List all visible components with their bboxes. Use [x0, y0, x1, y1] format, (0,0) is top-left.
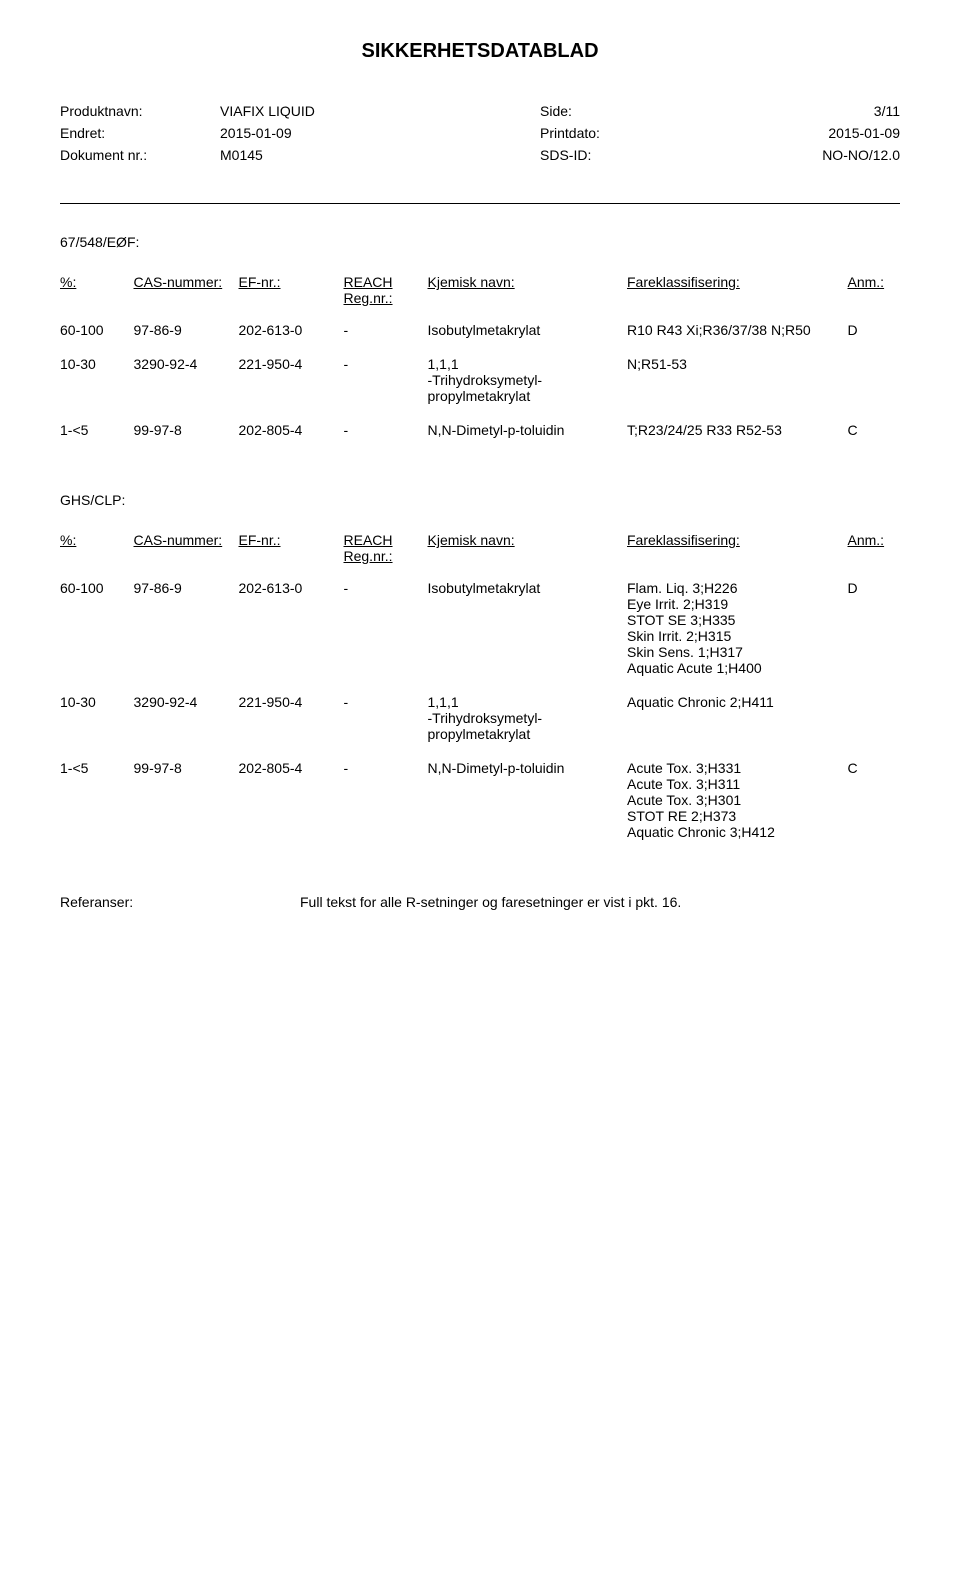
cell-ef: 202-613-0 — [239, 318, 344, 352]
table-row: 60-10097-86-9202-613-0-Isobutylmetakryla… — [60, 318, 900, 352]
cell-cas: 3290-92-4 — [134, 352, 239, 418]
sds-value: NO-NO/12.0 — [700, 147, 900, 163]
print-value: 2015-01-09 — [700, 125, 900, 141]
divider — [60, 203, 900, 204]
changed-value: 2015-01-09 — [220, 125, 540, 141]
cell-anm: D — [848, 576, 901, 690]
cell-anm — [848, 352, 901, 418]
cell-anm: D — [848, 318, 901, 352]
cell-anm: C — [848, 418, 901, 452]
col-reach-header: REACH Reg.nr.: — [344, 270, 428, 318]
cell-reach: - — [344, 418, 428, 452]
cell-chem: N,N-Dimetyl-p-toluidin — [428, 756, 628, 854]
table-header-row: %: CAS-nummer: EF-nr.: REACH Reg.nr.: Kj… — [60, 528, 900, 576]
cell-reach: - — [344, 576, 428, 690]
docnr-label: Dokument nr.: — [60, 147, 220, 163]
cell-chem: Isobutylmetakrylat — [428, 318, 628, 352]
cell-ef: 202-805-4 — [239, 418, 344, 452]
cell-cas: 99-97-8 — [134, 756, 239, 854]
cell-ef: 221-950-4 — [239, 352, 344, 418]
col-pct-header: %: — [60, 528, 134, 576]
product-label: Produktnavn: — [60, 103, 220, 119]
cell-hazard: T;R23/24/25 R33 R52-53 — [627, 418, 848, 452]
cell-anm: C — [848, 756, 901, 854]
col-cas-header: CAS-nummer: — [134, 528, 239, 576]
table-row: 1-<599-97-8202-805-4-N,N-Dimetyl-p-tolui… — [60, 418, 900, 452]
section-label-eof: 67/548/EØF: — [60, 234, 900, 250]
cell-reach: - — [344, 318, 428, 352]
cell-reach: - — [344, 352, 428, 418]
sds-label: SDS-ID: — [540, 147, 700, 163]
col-pct-header: %: — [60, 270, 134, 318]
cell-ef: 202-613-0 — [239, 576, 344, 690]
header-section: Produktnavn: VIAFIX LIQUID Side: 3/11 En… — [60, 103, 900, 163]
col-chem-header: Kjemisk navn: — [428, 270, 628, 318]
references-value: Full tekst for alle R-setninger og fares… — [300, 894, 900, 910]
cell-pct: 10-30 — [60, 352, 134, 418]
cell-anm — [848, 690, 901, 756]
cell-reach: - — [344, 690, 428, 756]
cell-chem: Isobutylmetakrylat — [428, 576, 628, 690]
cell-chem: 1,1,1 -Trihydroksymetyl- propylmetakryla… — [428, 352, 628, 418]
changed-label: Endret: — [60, 125, 220, 141]
cell-reach: - — [344, 756, 428, 854]
side-value: 3/11 — [700, 103, 900, 119]
cell-pct: 10-30 — [60, 690, 134, 756]
cell-chem: 1,1,1 -Trihydroksymetyl- propylmetakryla… — [428, 690, 628, 756]
document-title: SIKKERHETSDATABLAD — [60, 40, 900, 63]
table-header-row: %: CAS-nummer: EF-nr.: REACH Reg.nr.: Kj… — [60, 270, 900, 318]
cell-cas: 3290-92-4 — [134, 690, 239, 756]
composition-table-2: %: CAS-nummer: EF-nr.: REACH Reg.nr.: Kj… — [60, 528, 900, 854]
table1-body: 60-10097-86-9202-613-0-Isobutylmetakryla… — [60, 318, 900, 452]
cell-hazard: Acute Tox. 3;H331 Acute Tox. 3;H311 Acut… — [627, 756, 848, 854]
header-row-product: Produktnavn: VIAFIX LIQUID Side: 3/11 — [60, 103, 900, 119]
header-row-docnr: Dokument nr.: M0145 SDS-ID: NO-NO/12.0 — [60, 147, 900, 163]
col-anm-header: Anm.: — [848, 528, 901, 576]
print-label: Printdato: — [540, 125, 700, 141]
cell-cas: 97-86-9 — [134, 318, 239, 352]
col-ef-header: EF-nr.: — [239, 270, 344, 318]
col-chem-header: Kjemisk navn: — [428, 528, 628, 576]
col-anm-header: Anm.: — [848, 270, 901, 318]
docnr-value: M0145 — [220, 147, 540, 163]
col-reach-header: REACH Reg.nr.: — [344, 528, 428, 576]
col-hazard-header: Fareklassifisering: — [627, 528, 848, 576]
side-label: Side: — [540, 103, 700, 119]
table-row: 1-<599-97-8202-805-4-N,N-Dimetyl-p-tolui… — [60, 756, 900, 854]
cell-pct: 1-<5 — [60, 756, 134, 854]
table-row: 10-303290-92-4221-950-4-1,1,1 -Trihydrok… — [60, 690, 900, 756]
cell-cas: 97-86-9 — [134, 576, 239, 690]
section-label-ghs: GHS/CLP: — [60, 492, 900, 508]
cell-hazard: Flam. Liq. 3;H226 Eye Irrit. 2;H319 STOT… — [627, 576, 848, 690]
cell-pct: 60-100 — [60, 576, 134, 690]
references-row: Referanser: Full tekst for alle R-setnin… — [60, 894, 900, 910]
cell-ef: 202-805-4 — [239, 756, 344, 854]
cell-chem: N,N-Dimetyl-p-toluidin — [428, 418, 628, 452]
col-ef-header: EF-nr.: — [239, 528, 344, 576]
product-value: VIAFIX LIQUID — [220, 103, 540, 119]
cell-cas: 99-97-8 — [134, 418, 239, 452]
cell-hazard: N;R51-53 — [627, 352, 848, 418]
table-row: 10-303290-92-4221-950-4-1,1,1 -Trihydrok… — [60, 352, 900, 418]
composition-table-1: %: CAS-nummer: EF-nr.: REACH Reg.nr.: Kj… — [60, 270, 900, 452]
col-hazard-header: Fareklassifisering: — [627, 270, 848, 318]
col-cas-header: CAS-nummer: — [134, 270, 239, 318]
cell-ef: 221-950-4 — [239, 690, 344, 756]
cell-pct: 1-<5 — [60, 418, 134, 452]
table-row: 60-10097-86-9202-613-0-Isobutylmetakryla… — [60, 576, 900, 690]
cell-hazard: Aquatic Chronic 2;H411 — [627, 690, 848, 756]
header-row-changed: Endret: 2015-01-09 Printdato: 2015-01-09 — [60, 125, 900, 141]
table2-body: 60-10097-86-9202-613-0-Isobutylmetakryla… — [60, 576, 900, 854]
cell-hazard: R10 R43 Xi;R36/37/38 N;R50 — [627, 318, 848, 352]
cell-pct: 60-100 — [60, 318, 134, 352]
references-label: Referanser: — [60, 894, 300, 910]
